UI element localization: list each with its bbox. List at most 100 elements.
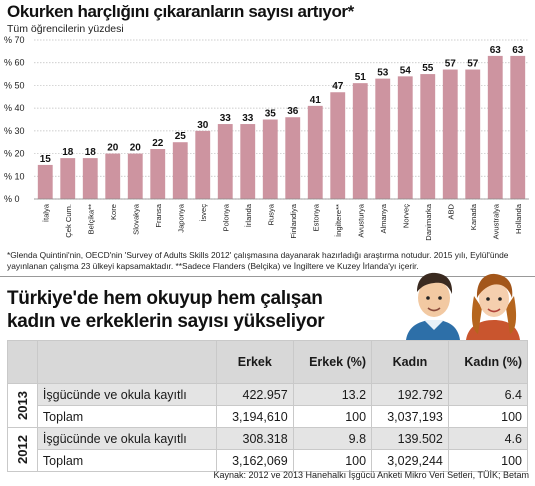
bar [375, 78, 391, 199]
cell-erkek-pct: 13.2 [292, 383, 373, 406]
data-label: 33 [220, 113, 232, 124]
bar [195, 130, 211, 199]
girl-illustration [466, 273, 520, 340]
x-tick-label: Finlandiya [289, 203, 298, 238]
cell-kadin: 192.792 [371, 383, 449, 406]
x-tick-label: Estonya [311, 203, 320, 231]
cell-erkek-pct: 9.8 [292, 427, 373, 450]
bar [442, 69, 458, 200]
table-row: 2012 İşgücünde ve okula kayıtlı 308.318 … [7, 427, 529, 472]
chart-subtitle: Tüm öğrencilerin yüzdesi [7, 23, 124, 35]
data-label: 20 [107, 143, 119, 154]
footnote: *Glenda Quintini'nin, OECD'nin 'Survey o… [7, 250, 509, 271]
header-blank [7, 340, 38, 384]
cell-kadin-pct: 6.4 [447, 383, 529, 406]
x-tick-label: İrlanda [244, 203, 253, 227]
data-label: 41 [310, 95, 322, 106]
boy-illustration [406, 272, 460, 340]
year-label: 2012 [7, 427, 38, 472]
y-tick-label: % 20 [4, 149, 25, 159]
section-divider [0, 276, 535, 277]
source-note: Kaynak: 2012 ve 2013 Hanehalkı İşgücü An… [213, 470, 529, 480]
cell-kadin-pct: 4.6 [447, 427, 529, 450]
x-tick-label: Almanya [379, 203, 388, 233]
cell-kadin-pct: 100 [447, 405, 529, 428]
bar [240, 124, 256, 199]
bar [172, 142, 188, 199]
bar [420, 74, 436, 199]
row-label: İşgücünde ve okula kayıtlı [36, 383, 217, 406]
section2-title: Türkiye'de hem okuyup hem çalışan kadın … [7, 287, 407, 333]
row-label: Toplam [36, 405, 217, 428]
cell-kadin: 139.502 [371, 427, 449, 450]
chart-title: Okurken harçlığını çıkaranların sayısı a… [7, 2, 354, 21]
year-label: 2013 [7, 383, 38, 428]
x-tick-label: Fransa [154, 203, 163, 227]
data-label: 53 [377, 68, 389, 79]
bar [307, 105, 323, 199]
bar [487, 55, 503, 200]
table-row: Toplam 3,162,069 100 3,029,244 100 [8, 449, 529, 472]
x-tick-label: Kanada [469, 203, 478, 230]
data-label: 30 [197, 120, 209, 131]
header-kadin-pct: Kadın (%) [447, 340, 529, 384]
bar [127, 153, 143, 199]
y-tick-label: % 30 [4, 126, 25, 136]
x-tick-label: Norveç [401, 204, 410, 228]
data-label: 25 [175, 131, 187, 142]
data-label: 57 [467, 59, 479, 70]
section2-title-line1: Türkiye'de hem okuyup hem çalışan [7, 288, 323, 309]
x-tick-label: Hollanda [514, 203, 523, 234]
y-tick-label: % 0 [4, 194, 20, 204]
row-label: İşgücünde ve okula kayıtlı [36, 427, 217, 450]
x-tick-label: İtalya [41, 203, 50, 222]
y-tick-label: % 60 [4, 58, 25, 68]
cell-erkek-pct: 100 [292, 405, 373, 428]
header-blank-label [36, 340, 217, 384]
x-tick-label: Kore [109, 204, 118, 220]
data-label: 54 [400, 65, 412, 76]
data-label: 35 [265, 109, 277, 120]
data-label: 51 [355, 72, 367, 83]
data-label: 18 [85, 147, 97, 158]
cell-kadin: 3,037,193 [371, 405, 449, 428]
x-tick-label: Çek Cum. [64, 204, 73, 238]
x-tick-label: Danimarka [424, 203, 433, 240]
data-label: 22 [152, 138, 164, 149]
x-tick-label: İngiltere** [334, 204, 343, 237]
bar [82, 158, 98, 199]
bar-chart: % 0 % 10 % 20 % 30 % 40 % 50 % 60 % 70 15 İtalya 1… [4, 35, 529, 241]
bar [37, 164, 53, 199]
bar [150, 149, 166, 199]
bar [217, 124, 233, 199]
bar [60, 158, 76, 199]
y-tick-label: % 10 [4, 171, 25, 181]
x-tick-label: Polonya [221, 203, 230, 231]
y-tick-label: % 50 [4, 80, 25, 90]
bar [285, 117, 301, 199]
table-row: Toplam 3,194,610 100 3,037,193 100 [8, 405, 529, 428]
cell-kadin-pct: 100 [447, 449, 529, 472]
bar [352, 83, 368, 199]
bar [510, 55, 526, 200]
header-erkek: Erkek [215, 340, 294, 384]
bar [397, 76, 413, 199]
x-tick-label: Japonya [176, 203, 185, 232]
x-tick-label: İsveç [199, 204, 208, 222]
x-tick-label: Belçika** [86, 204, 95, 234]
x-tick-label: Rusya [266, 203, 275, 225]
x-tick-label: Avustralya [491, 203, 500, 239]
data-label: 15 [40, 154, 52, 165]
bar [330, 92, 346, 199]
data-label: 63 [512, 45, 524, 56]
data-label: 33 [242, 113, 254, 124]
bar [262, 119, 278, 199]
table-header-row: Erkek Erkek (%) Kadın Kadın (%) [7, 340, 529, 384]
bar [465, 69, 481, 200]
header-kadin: Kadın [371, 340, 449, 384]
bar [105, 153, 121, 199]
table-row: 2013 İşgücünde ve okula kayıtlı 422.957 … [7, 383, 529, 428]
cell-erkek: 422.957 [215, 383, 294, 406]
students-illustration [406, 272, 520, 340]
cell-erkek: 308.318 [215, 427, 294, 450]
